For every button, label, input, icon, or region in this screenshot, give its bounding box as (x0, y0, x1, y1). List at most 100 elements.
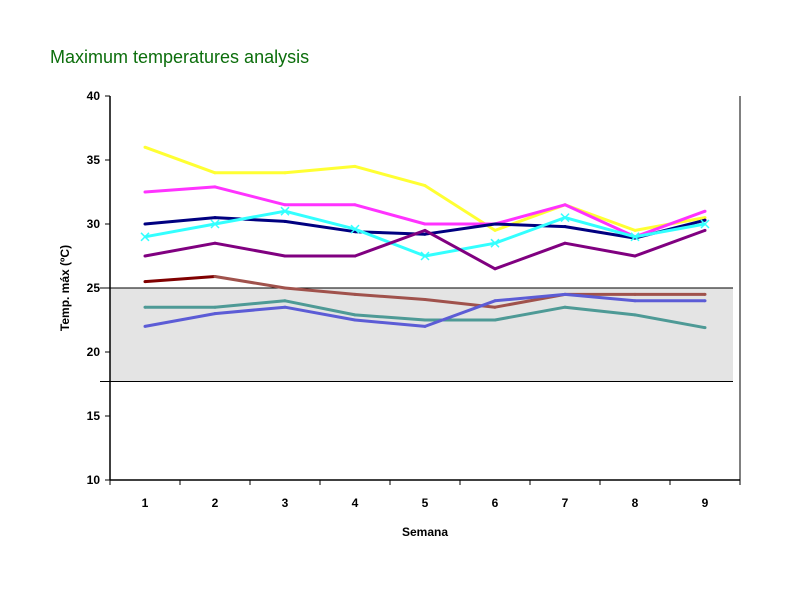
data-point (140, 232, 150, 242)
data-point (703, 292, 707, 296)
data-point (493, 228, 497, 232)
data-point (283, 254, 287, 258)
data-point (143, 222, 147, 226)
data-point (633, 292, 637, 296)
data-point (213, 216, 217, 220)
data-point (633, 313, 637, 317)
y-tick-label: 40 (87, 89, 101, 103)
x-tick-label: 2 (212, 496, 219, 510)
data-point (493, 267, 497, 271)
data-point (493, 299, 497, 303)
x-tick-label: 5 (422, 496, 429, 510)
data-point (213, 241, 217, 245)
data-point (633, 228, 637, 232)
data-point (563, 241, 567, 245)
data-point (423, 298, 427, 302)
data-point (563, 225, 567, 229)
y-tick-label: 10 (87, 473, 101, 487)
data-point (703, 299, 707, 303)
x-tick-label: 1 (142, 496, 149, 510)
data-point (423, 228, 427, 232)
data-point (703, 228, 707, 232)
x-tick-label: 7 (562, 496, 569, 510)
data-point (563, 203, 567, 207)
series-8 (143, 299, 707, 330)
series-line (144, 275, 216, 284)
reference-band (110, 288, 733, 382)
data-point (280, 206, 290, 216)
series-6 (143, 274, 217, 284)
y-tick-label: 25 (87, 281, 101, 295)
data-point (560, 213, 570, 223)
data-point (143, 145, 147, 149)
y-tick-label: 35 (87, 153, 101, 167)
data-point (630, 232, 640, 242)
x-tick-label: 4 (352, 496, 359, 510)
y-axis-title: Temp. máx (ºC) (58, 245, 72, 331)
data-point (353, 203, 357, 207)
data-point (143, 190, 147, 194)
reference-band-layer (100, 287, 733, 382)
data-point (703, 326, 707, 330)
data-point (350, 224, 360, 234)
data-point (633, 299, 637, 303)
series-layer (140, 145, 710, 330)
data-point (423, 324, 427, 328)
data-point (353, 292, 357, 296)
series-line (214, 275, 705, 309)
data-point (283, 219, 287, 223)
data-point (143, 324, 147, 328)
data-point (490, 238, 500, 248)
data-point (213, 274, 217, 278)
axes-layer: 10 15 20 25 30 35 40 1 2 3 4 5 6 7 8 9 (87, 89, 741, 510)
series-9 (143, 292, 707, 328)
x-tick-label: 3 (282, 496, 289, 510)
data-point (143, 305, 147, 309)
data-point (563, 305, 567, 309)
data-point (213, 305, 217, 309)
data-point (213, 171, 217, 175)
data-point (283, 305, 287, 309)
slide-title: Maximum temperatures analysis (50, 47, 310, 67)
data-point (703, 216, 707, 220)
data-point (353, 313, 357, 317)
data-point (633, 254, 637, 258)
data-point (353, 318, 357, 322)
data-point (493, 222, 497, 226)
data-point (210, 219, 220, 229)
data-point (563, 292, 567, 296)
data-point (423, 184, 427, 188)
x-tick-label: 6 (492, 496, 499, 510)
y-tick-label: 30 (87, 217, 101, 231)
series-1 (143, 145, 707, 232)
y-tick-label: 15 (87, 409, 101, 423)
y-tick-label: 20 (87, 345, 101, 359)
data-point (213, 185, 217, 189)
data-point (700, 219, 710, 229)
data-point (283, 299, 287, 303)
series-3 (143, 216, 707, 240)
series-4 (140, 206, 710, 261)
x-axis-title: Semana (402, 525, 448, 539)
x-tick-label: 8 (632, 496, 639, 510)
data-point (703, 218, 707, 222)
data-point (420, 251, 430, 261)
data-point (143, 280, 147, 284)
data-point (493, 318, 497, 322)
x-tick-label: 9 (702, 496, 709, 510)
data-point (353, 164, 357, 168)
data-point (283, 286, 287, 290)
data-point (493, 305, 497, 309)
data-point (353, 254, 357, 258)
data-point (423, 222, 427, 226)
data-point (703, 209, 707, 213)
data-point (283, 203, 287, 207)
labels-layer: Semana Temp. máx (ºC) (58, 245, 448, 539)
data-point (283, 171, 287, 175)
data-point (423, 232, 427, 236)
data-point (213, 312, 217, 316)
series-5 (143, 228, 707, 271)
data-point (423, 318, 427, 322)
data-point (143, 254, 147, 258)
